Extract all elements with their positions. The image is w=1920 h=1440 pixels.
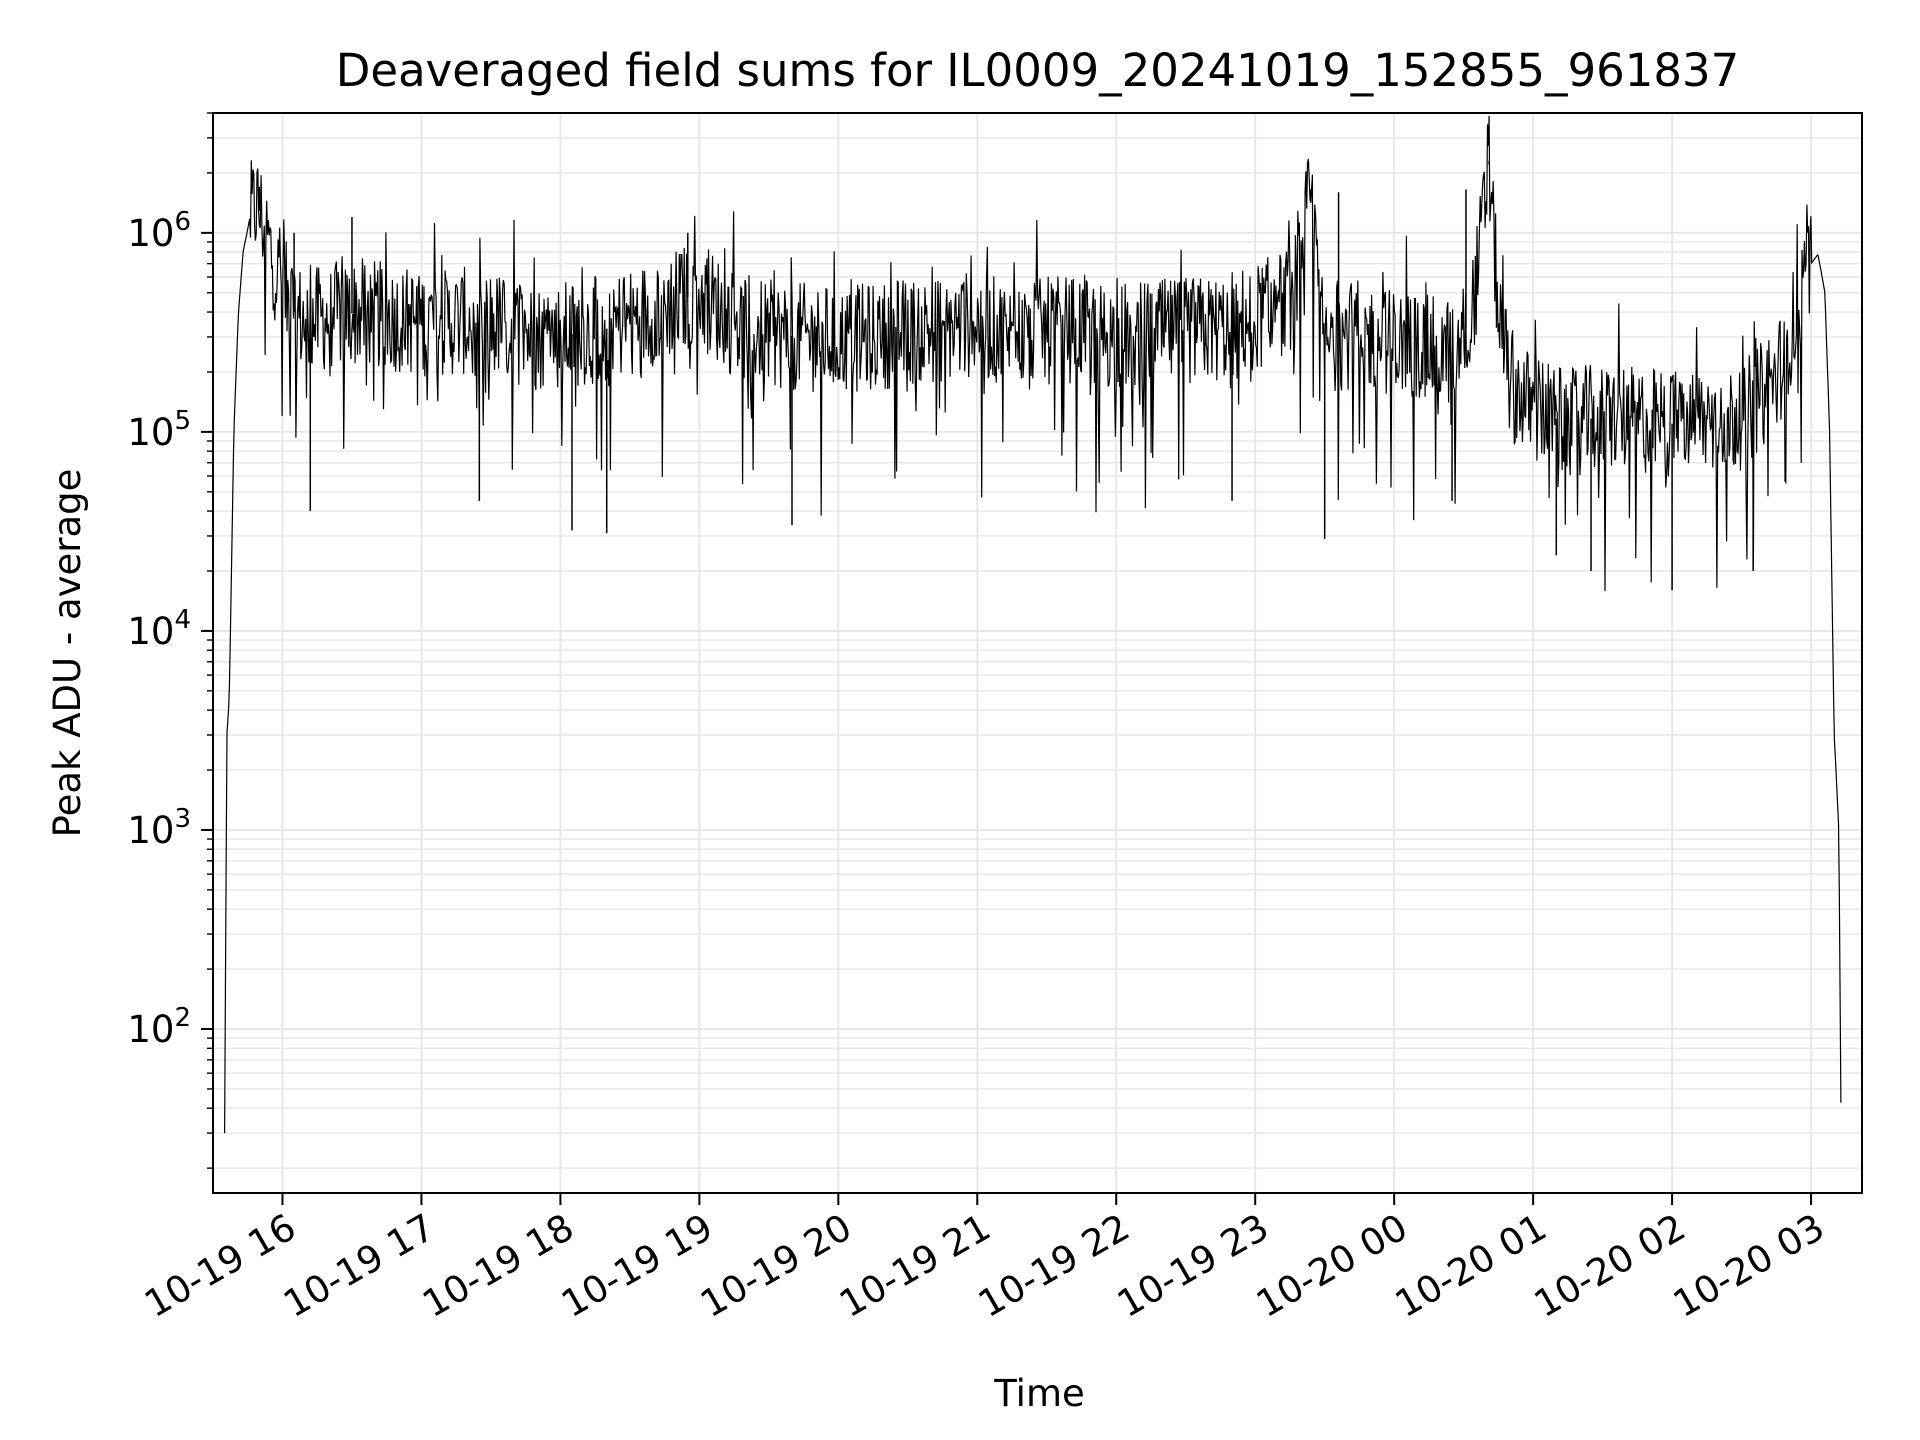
y-tick-label: 103 xyxy=(127,804,191,852)
plot-area xyxy=(224,115,1842,1134)
axes-frame xyxy=(212,112,1863,1194)
y-tick-label: 106 xyxy=(127,207,191,255)
y-axis-label: Peak ADU - average xyxy=(46,469,89,838)
y-tick-label: 104 xyxy=(127,605,191,653)
x-axis-label: Time xyxy=(993,1372,1085,1415)
series-line xyxy=(224,115,1842,1134)
y-tick-label: 105 xyxy=(127,406,191,454)
y-tick-label: 102 xyxy=(127,1003,191,1051)
grid xyxy=(213,112,1862,1193)
chart-title: Deaveraged field sums for IL0009_2024101… xyxy=(336,44,1740,97)
